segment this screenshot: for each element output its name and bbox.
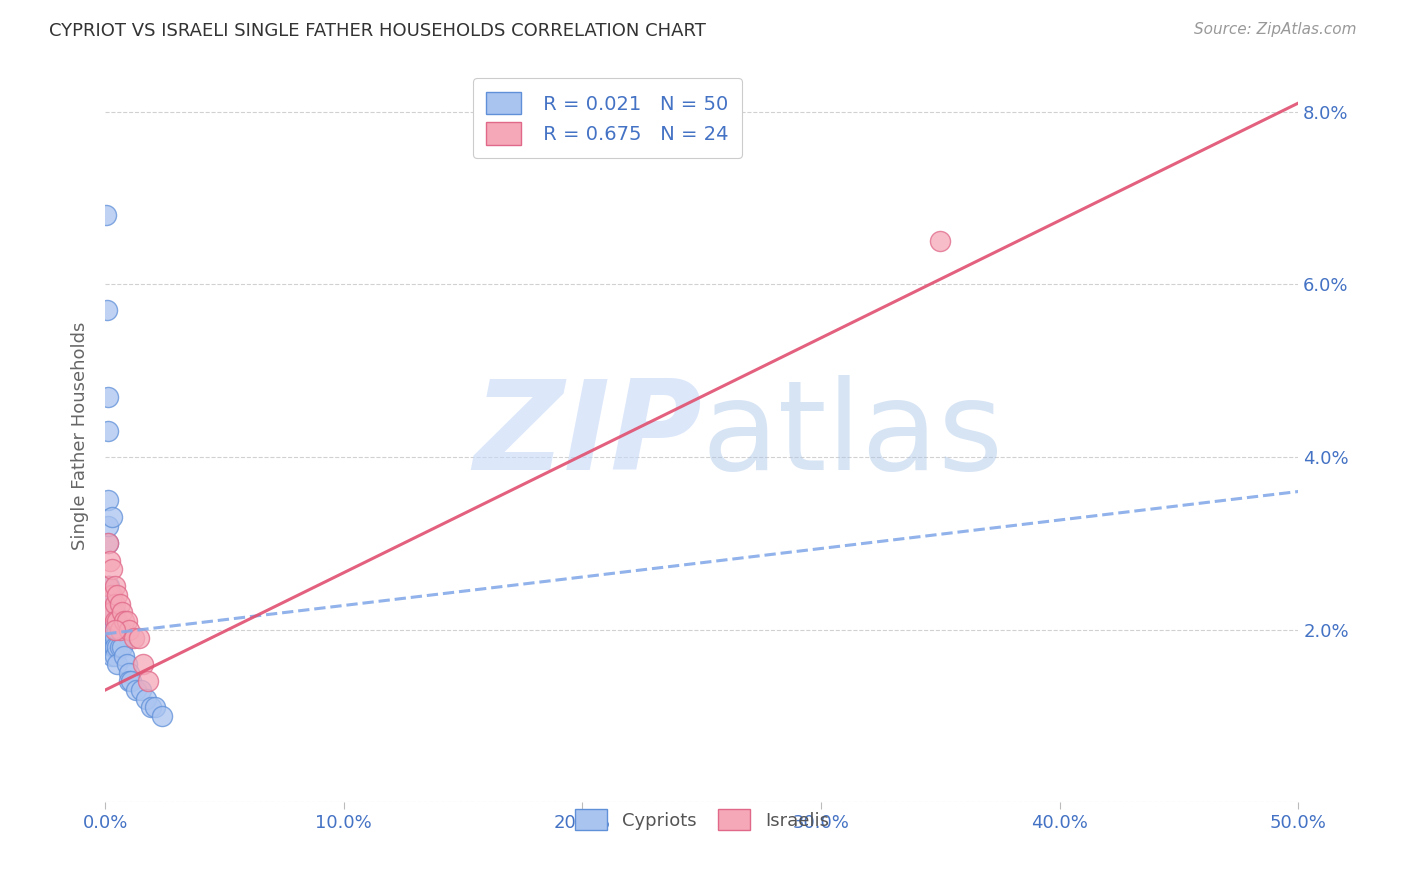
Point	[98, 605, 121, 619]
Point	[104, 632, 127, 646]
Point	[97, 579, 120, 593]
Point	[96, 208, 118, 222]
Point	[115, 657, 138, 672]
Point	[101, 640, 124, 654]
Point	[101, 648, 124, 663]
Point	[105, 657, 128, 672]
Point	[104, 623, 127, 637]
Point	[98, 623, 121, 637]
Point	[129, 683, 152, 698]
Point	[118, 674, 141, 689]
Point	[101, 614, 124, 628]
Point	[98, 597, 121, 611]
Point	[101, 562, 124, 576]
Point	[108, 640, 131, 654]
Point	[105, 588, 128, 602]
Point	[135, 691, 157, 706]
Point	[104, 605, 127, 619]
Point	[97, 536, 120, 550]
Point	[97, 390, 120, 404]
Point	[105, 614, 128, 628]
Point	[104, 614, 127, 628]
Point	[104, 614, 127, 628]
Point	[118, 665, 141, 680]
Point	[929, 234, 952, 248]
Point	[125, 683, 148, 698]
Point	[136, 674, 159, 689]
Point	[101, 623, 124, 637]
Point	[101, 632, 124, 646]
Point	[101, 510, 124, 524]
Point	[104, 579, 127, 593]
Point	[98, 614, 121, 628]
Point	[128, 632, 150, 646]
Point	[100, 605, 122, 619]
Text: Source: ZipAtlas.com: Source: ZipAtlas.com	[1194, 22, 1357, 37]
Point	[118, 623, 141, 637]
Point	[100, 623, 122, 637]
Point	[97, 579, 120, 593]
Point	[104, 597, 127, 611]
Point	[101, 588, 124, 602]
Point	[139, 700, 162, 714]
Point	[122, 632, 145, 646]
Point	[101, 623, 124, 637]
Point	[108, 623, 131, 637]
Point	[98, 553, 121, 567]
Point	[101, 605, 124, 619]
Point	[101, 605, 124, 619]
Point	[143, 700, 166, 714]
Point	[104, 623, 127, 637]
Point	[105, 614, 128, 628]
Point	[111, 640, 134, 654]
Point	[120, 674, 142, 689]
Legend: Cypriots, Israelis: Cypriots, Israelis	[560, 795, 844, 845]
Point	[97, 424, 120, 438]
Point	[103, 640, 125, 654]
Point	[108, 597, 131, 611]
Text: atlas: atlas	[702, 375, 1004, 496]
Text: CYPRIOT VS ISRAELI SINGLE FATHER HOUSEHOLDS CORRELATION CHART: CYPRIOT VS ISRAELI SINGLE FATHER HOUSEHO…	[49, 22, 706, 40]
Point	[104, 648, 127, 663]
Point	[97, 579, 120, 593]
Point	[108, 623, 131, 637]
Point	[96, 303, 118, 318]
Point	[104, 640, 127, 654]
Point	[112, 614, 135, 628]
Point	[112, 648, 135, 663]
Point	[98, 588, 121, 602]
Point	[111, 605, 134, 619]
Point	[132, 657, 155, 672]
Point	[97, 493, 120, 508]
Text: ZIP: ZIP	[472, 375, 702, 496]
Point	[105, 640, 128, 654]
Point	[115, 614, 138, 628]
Point	[97, 536, 120, 550]
Point	[97, 519, 120, 533]
Point	[105, 623, 128, 637]
Y-axis label: Single Father Households: Single Father Households	[72, 321, 89, 549]
Point	[152, 709, 174, 723]
Point	[98, 605, 121, 619]
Point	[97, 597, 120, 611]
